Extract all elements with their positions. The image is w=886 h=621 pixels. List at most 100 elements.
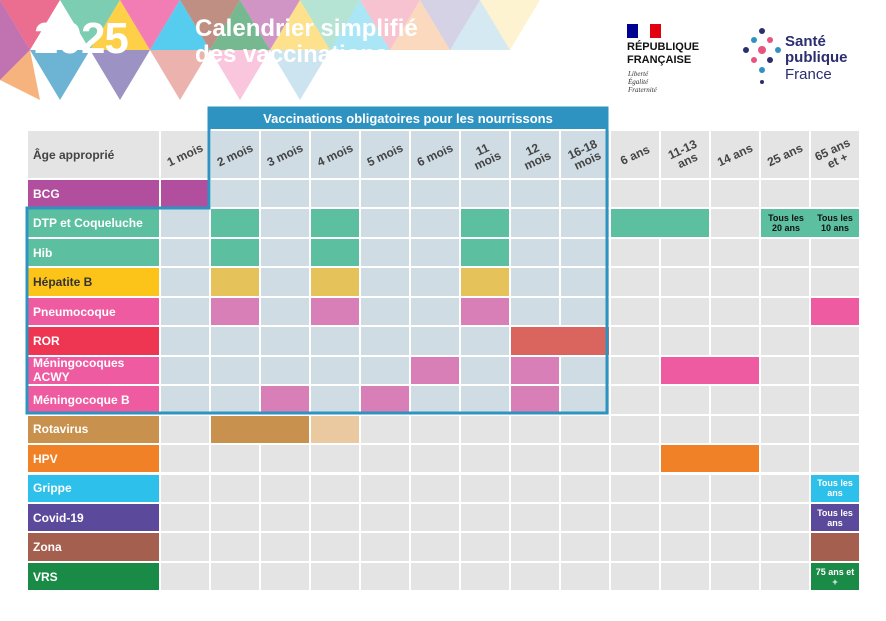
vaccination-cell (461, 238, 509, 267)
empty-cell (261, 268, 309, 296)
empty-cell (311, 386, 359, 414)
column-label: 11-13 ans (665, 136, 700, 171)
empty-cell (761, 474, 809, 502)
column-label: 11 mois (471, 140, 504, 173)
column-label: 25 ans (765, 140, 805, 169)
empty-cell (611, 297, 659, 326)
empty-cell (661, 180, 709, 208)
vaccine-label: Grippe (28, 474, 159, 502)
vaccination-cell (461, 209, 509, 237)
vaccination-cell (311, 238, 359, 267)
column-label: 16-18 mois (565, 136, 604, 173)
vaccination-cell: Tous les ans (811, 503, 859, 532)
empty-cell (161, 327, 209, 355)
empty-cell (461, 386, 509, 414)
vaccination-cell (211, 297, 259, 326)
agency-name: Santé (785, 33, 826, 50)
header-decoration (0, 0, 540, 100)
empty-cell (511, 445, 559, 473)
motto: Fraternité (628, 86, 657, 94)
empty-cell (661, 533, 709, 561)
vaccination-cell (161, 180, 209, 208)
empty-cell (161, 268, 209, 296)
empty-cell (761, 533, 809, 561)
column-header: 65 ans et + (811, 131, 859, 178)
column-header: 2 mois (211, 131, 259, 178)
empty-cell (761, 238, 809, 267)
empty-cell (611, 474, 659, 502)
empty-cell (261, 474, 309, 502)
empty-cell (311, 562, 359, 591)
vaccine-label: Covid-19 (28, 503, 159, 532)
column-label: 4 mois (314, 140, 356, 169)
empty-cell (411, 180, 459, 208)
empty-cell (311, 327, 359, 355)
empty-cell (161, 445, 209, 473)
column-label: 2 mois (214, 140, 256, 169)
empty-cell (511, 503, 559, 532)
vaccination-cell (311, 297, 359, 326)
empty-cell (311, 533, 359, 561)
empty-cell (811, 268, 859, 296)
vaccine-label: Hépatite B (28, 268, 159, 296)
empty-cell (511, 268, 559, 296)
empty-cell (711, 474, 759, 502)
vaccine-label: Zona (28, 533, 159, 561)
empty-cell (361, 297, 409, 326)
empty-cell (261, 533, 309, 561)
empty-cell (261, 327, 309, 355)
vaccination-cell (661, 445, 711, 473)
empty-cell (311, 445, 359, 473)
empty-cell (611, 503, 659, 532)
empty-cell (561, 180, 609, 208)
empty-cell (161, 415, 209, 444)
empty-cell (411, 533, 459, 561)
vaccination-cell (511, 356, 559, 385)
vaccination-cell (311, 415, 359, 444)
empty-cell (511, 415, 559, 444)
vaccine-label: HPV (28, 445, 159, 473)
vaccination-cell (361, 386, 409, 414)
vaccine-label: VRS (28, 562, 159, 591)
vaccination-cell: Tous les 20 ans (761, 209, 811, 237)
empty-cell (661, 386, 709, 414)
empty-cell (411, 297, 459, 326)
empty-cell (711, 503, 759, 532)
vaccination-cell: Tous les 10 ans (811, 209, 859, 237)
empty-cell (211, 180, 259, 208)
empty-cell (161, 503, 209, 532)
empty-cell (261, 209, 309, 237)
empty-cell (361, 562, 409, 591)
empty-cell (511, 533, 559, 561)
empty-cell (461, 562, 509, 591)
empty-cell (311, 180, 359, 208)
empty-cell (761, 445, 809, 473)
empty-cell (661, 474, 709, 502)
vaccine-label: Rotavirus (28, 415, 159, 444)
age-header: Âge approprié (28, 131, 159, 178)
vaccination-cell (511, 386, 559, 414)
empty-cell (461, 533, 509, 561)
empty-cell (611, 238, 659, 267)
empty-cell (311, 356, 359, 385)
empty-cell (661, 297, 709, 326)
column-header: 6 mois (411, 131, 459, 178)
empty-cell (761, 386, 809, 414)
column-label: 12 mois (521, 139, 554, 173)
empty-cell (361, 503, 409, 532)
empty-cell (261, 356, 309, 385)
vaccination-cell (661, 209, 709, 237)
empty-cell (311, 474, 359, 502)
empty-cell (761, 503, 809, 532)
empty-cell (261, 562, 309, 591)
empty-cell (561, 238, 609, 267)
empty-cell (661, 268, 709, 296)
empty-cell (561, 386, 609, 414)
empty-cell (411, 327, 459, 355)
empty-cell (611, 180, 659, 208)
empty-cell (211, 533, 259, 561)
empty-cell (611, 533, 659, 561)
vaccination-cell (511, 327, 561, 355)
vaccination-cell: 75 ans et + (811, 562, 859, 591)
